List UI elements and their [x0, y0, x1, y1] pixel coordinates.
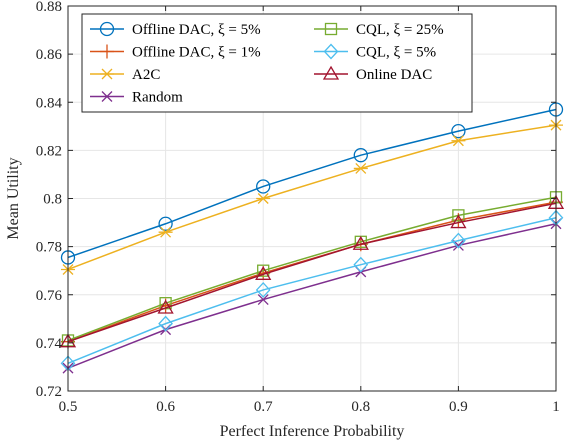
data-point: [451, 123, 466, 139]
y-tick-label: 0.76: [36, 288, 63, 304]
legend-marker: [324, 22, 338, 36]
legend: Offline DAC, ξ = 5% Offline DAC, ξ = 1% A2…: [81, 13, 473, 113]
legend-marker: [322, 65, 340, 80]
y-tick-label: 0.88: [36, 0, 62, 15]
x-tick-label: 0.6: [156, 399, 175, 415]
legend-marker: [323, 43, 339, 60]
legend-label: CQL, ξ = 5%: [356, 45, 436, 61]
legend-label: Offline DAC, ξ = 5%: [132, 22, 261, 38]
legend-marker: [101, 91, 113, 102]
legend-entry: Offline DAC, ξ = 5%: [90, 21, 261, 38]
data-point: [256, 193, 271, 204]
y-tick-label: 0.82: [36, 143, 62, 159]
axis-ticks: 0.5 0.6 0.7 0.8 0.9 1 0.72 0.74 0.76 0.78 0.8 0.82 0…: [36, 0, 560, 415]
y-tick-label: 0.84: [36, 95, 63, 111]
series-layer: [59, 102, 565, 374]
legend-entry: Random: [90, 90, 183, 106]
data-point: [256, 179, 271, 194]
x-tick-label: 1: [552, 399, 560, 415]
data-point: [257, 264, 270, 277]
series-line: [67, 223, 557, 369]
series-line: [67, 108, 557, 259]
data-point: [451, 232, 466, 249]
series-6: [59, 195, 565, 348]
series-2: [61, 119, 563, 275]
legend-label: A2C: [132, 67, 160, 83]
data-point: [353, 256, 369, 273]
y-tick-label: 0.72: [36, 384, 62, 400]
legend-entry: CQL, ξ = 25%: [314, 22, 444, 38]
y-tick-label: 0.78: [36, 240, 62, 256]
legend-box: [81, 13, 473, 113]
data-point: [352, 235, 369, 250]
x-tick-label: 0.7: [254, 399, 273, 415]
series-3: [62, 218, 562, 374]
data-point: [255, 266, 272, 280]
series-line: [67, 124, 557, 271]
data-point: [158, 315, 173, 332]
data-point: [451, 135, 466, 147]
data-point: [157, 299, 174, 314]
series-line: [67, 202, 557, 343]
series-line: [67, 217, 557, 365]
legend-entry: A2C: [90, 67, 160, 83]
data-point: [353, 162, 368, 174]
legend-marker: [99, 21, 115, 37]
data-point: [257, 294, 269, 306]
legend-label: CQL, ξ = 25%: [356, 22, 444, 38]
y-axis-label: Mean Utility: [5, 157, 22, 239]
x-tick-label: 0.5: [59, 399, 78, 415]
legend-marker: [100, 68, 114, 80]
legend-entry: Offline DAC, ξ = 1%: [90, 44, 261, 61]
y-tick-label: 0.74: [36, 336, 63, 352]
series-5: [60, 209, 564, 372]
data-point: [255, 281, 271, 298]
x-tick-label: 0.9: [449, 399, 468, 415]
x-tick-label: 0.8: [351, 399, 370, 415]
legend-label: Random: [132, 90, 183, 106]
data-point: [452, 209, 465, 222]
series-0: [60, 102, 564, 265]
legend-marker: [100, 44, 114, 59]
data-point: [158, 226, 173, 238]
series-line: [67, 196, 557, 342]
data-point: [158, 216, 173, 231]
legend-entry: Online DAC: [314, 65, 432, 83]
series-line: [67, 201, 557, 343]
series-1: [61, 195, 563, 349]
data-point: [353, 148, 368, 163]
x-axis-label: Perfect Inference Probability: [220, 423, 405, 440]
y-tick-label: 0.8: [43, 192, 62, 208]
legend-entry: CQL, ξ = 5%: [314, 43, 436, 61]
legend-label: Online DAC: [356, 67, 432, 83]
legend-label: Offline DAC, ξ = 1%: [132, 45, 261, 61]
data-point: [450, 214, 467, 229]
y-tick-label: 0.86: [36, 47, 63, 63]
